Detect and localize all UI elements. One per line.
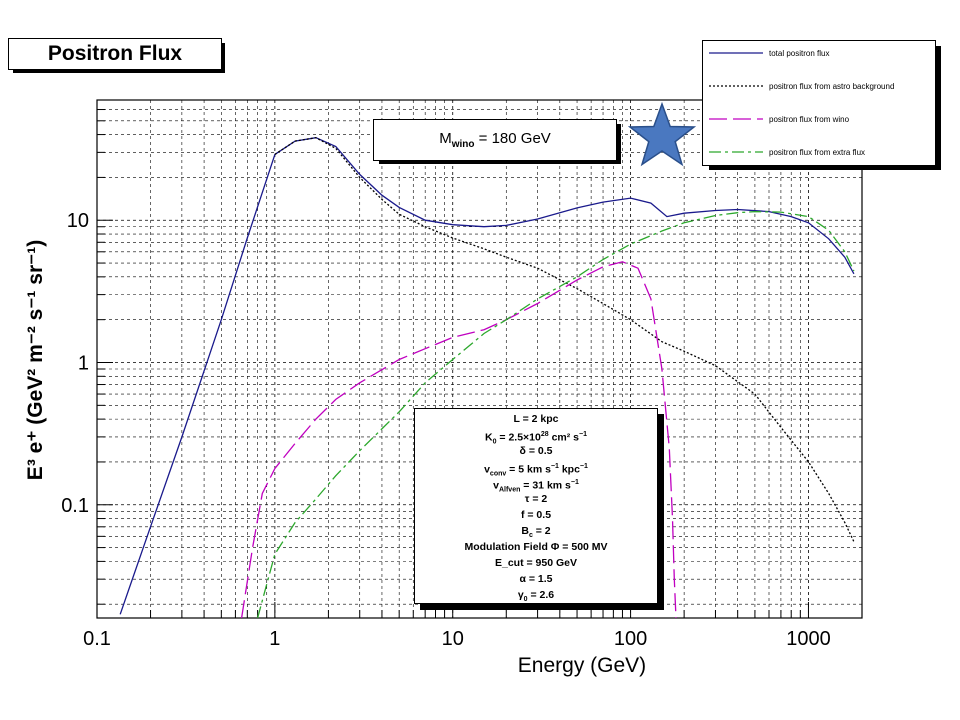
title-box: Positron Flux — [8, 38, 222, 70]
param-line: vAlfven = 31 km s−1 — [493, 479, 579, 494]
params-list: L = 2 kpc K0 = 2.5×1028 cm² s−1 δ = 0.5 vco… — [415, 411, 657, 603]
mass-box: Mwino = 180 GeV — [373, 119, 617, 161]
param-line: f = 0.5 — [520, 509, 552, 521]
legend-label-0: total positron flux — [769, 49, 829, 58]
chart-title: Positron Flux — [47, 42, 183, 65]
series-line-2 — [240, 261, 677, 618]
legend-label-1: positron flux from astro background — [769, 82, 894, 91]
param-line: Bc = 2 — [521, 525, 551, 540]
x-tick-label: 100 — [614, 628, 647, 650]
params-box: L = 2 kpc K0 = 2.5×1028 cm² s−1 δ = 0.5 vco… — [414, 408, 658, 604]
legend-svg: total positron flux positron flux from as… — [709, 49, 894, 157]
y-tick-label: 1 — [78, 353, 89, 375]
legend-box: total positron flux positron flux from as… — [702, 40, 936, 166]
series-line-3 — [256, 210, 855, 618]
x-tick-label: 10 — [442, 628, 464, 650]
y-tick-label: 10 — [67, 210, 89, 232]
param-line: Modulation Field Φ = 500 MV — [464, 541, 608, 553]
param-line: δ = 0.5 — [519, 445, 553, 457]
param-line: L = 2 kpc — [513, 413, 559, 425]
y-axis-label: E³ e⁺ (GeV² m⁻² s⁻¹ sr⁻¹) — [24, 240, 47, 480]
x-tick-label: 1000 — [786, 628, 831, 650]
param-line: E_cut = 950 GeV — [494, 557, 577, 569]
star-icon — [627, 102, 697, 167]
param-line: vconv = 5 km s−1 kpc−1 — [484, 463, 588, 478]
x-axis-label: Energy (GeV) — [518, 654, 646, 677]
param-line: τ = 2 — [524, 493, 548, 505]
legend-label-2: positron flux from wino — [769, 115, 850, 124]
plot-frame — [96, 99, 863, 619]
series-line-1 — [274, 137, 855, 542]
param-line: γ0 = 2.6 — [517, 589, 555, 604]
y-tick-label: 0.1 — [61, 495, 89, 517]
param-line: K0 = 2.5×1028 cm² s−1 — [484, 431, 587, 446]
param-line: α = 1.5 — [519, 573, 553, 585]
x-tick-label: 1 — [269, 628, 280, 650]
x-tick-label: 0.1 — [83, 628, 111, 650]
legend-label-3: positron flux from extra flux — [769, 148, 865, 157]
mass-label: Mwino = 180 GeV — [439, 130, 551, 150]
